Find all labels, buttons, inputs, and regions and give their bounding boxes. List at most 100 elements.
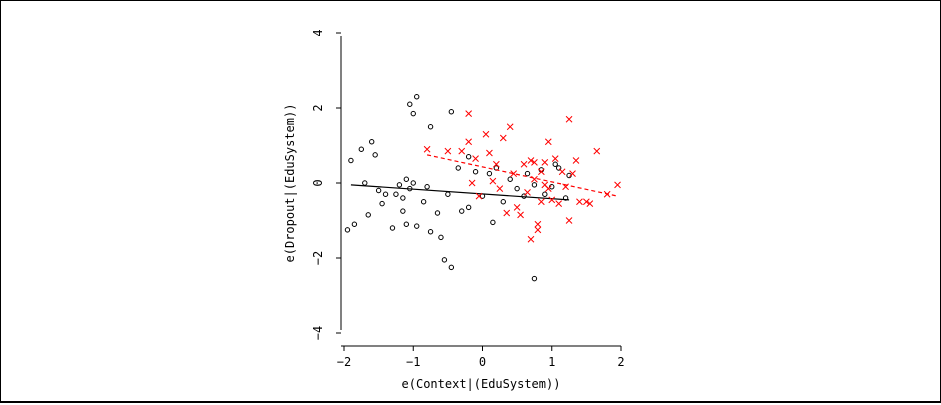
x-tick-label: −1 (406, 355, 420, 369)
data-point-x (544, 185, 552, 192)
x-tick-label: −2 (337, 355, 351, 369)
y-axis-title: e(Dropout|(EduSystem)) (283, 104, 297, 263)
data-point-circle (445, 191, 451, 197)
data-point-circle (524, 170, 531, 177)
data-point-circle (555, 165, 562, 171)
data-point-circle (420, 199, 427, 205)
data-point-x (524, 189, 531, 196)
data-point-circle (441, 257, 448, 263)
data-point-circle (500, 199, 506, 205)
y-ticks: −4 −2 0 2 4 (311, 29, 341, 340)
data-point-circle (414, 223, 420, 229)
data-point-x (465, 110, 473, 117)
plot-area (344, 94, 621, 282)
data-point-x (520, 160, 528, 168)
data-point-x (527, 235, 535, 243)
data-point-x (541, 159, 549, 166)
x-ticks: −2 −1 0 1 2 (337, 346, 625, 369)
data-point-x (423, 145, 431, 153)
data-point-circle (403, 176, 410, 182)
data-point-circle (410, 180, 416, 186)
data-point-circle (372, 152, 378, 158)
data-point-x (475, 192, 483, 200)
data-point-x (444, 147, 452, 155)
data-point-circle (414, 94, 420, 100)
y-tick-label: 2 (311, 104, 325, 111)
data-point-circle (393, 191, 399, 197)
data-point-circle (369, 139, 375, 145)
data-point-circle (351, 221, 358, 227)
data-point-circle (362, 180, 368, 186)
fit-line-1 (350, 184, 570, 201)
data-point-x (572, 157, 580, 164)
data-point-x (472, 155, 479, 162)
data-point-x (565, 217, 573, 224)
series-1 (344, 94, 572, 282)
y-tick-label: 4 (311, 29, 325, 36)
data-point-circle (472, 169, 479, 175)
data-point-x (534, 226, 542, 234)
data-point-circle (514, 185, 520, 192)
data-point-x (555, 200, 563, 207)
data-point-circle (490, 219, 496, 226)
data-point-circle (400, 208, 406, 214)
data-point-circle (410, 110, 416, 117)
data-point-circle (403, 221, 410, 227)
data-point-circle (375, 187, 382, 194)
data-point-circle (448, 264, 455, 271)
data-point-x (496, 185, 504, 192)
data-point-circle (465, 204, 472, 211)
data-point-circle (507, 176, 513, 182)
data-point-x (558, 168, 566, 176)
data-point-circle (396, 182, 403, 188)
data-point-circle (407, 101, 413, 107)
data-point-x (482, 130, 490, 138)
data-point-x (503, 209, 511, 217)
data-point-x (538, 168, 545, 176)
data-point-x (548, 196, 556, 204)
data-point-x (465, 138, 473, 146)
fit-line-2 (426, 154, 618, 197)
data-point-circle (438, 234, 444, 241)
data-point-x (489, 177, 497, 185)
data-point-x (506, 123, 514, 131)
data-point-circle (427, 229, 434, 235)
data-point-circle (552, 161, 558, 167)
data-point-x (565, 115, 573, 123)
data-point-x (499, 134, 507, 142)
data-point-circle (424, 184, 430, 190)
y-axis: −4 −2 0 2 4 e(Dropout|(EduSystem)) (283, 29, 342, 340)
x-axis-title: e(Context|(EduSystem)) (402, 377, 561, 391)
data-point-circle (382, 191, 389, 197)
data-point-x (527, 157, 535, 164)
data-point-circle (344, 227, 351, 233)
data-point-x (534, 220, 542, 228)
data-point-circle (455, 165, 461, 171)
y-tick-label: −2 (311, 251, 325, 265)
data-point-x (510, 170, 518, 177)
data-point-x (513, 204, 521, 211)
data-point-circle (531, 182, 538, 188)
data-point-x (517, 211, 524, 219)
data-point-x (486, 149, 493, 157)
data-point-x (583, 198, 590, 206)
series-2 (423, 110, 621, 243)
data-point-circle (459, 208, 465, 214)
data-point-x (569, 170, 576, 177)
data-point-x (531, 159, 538, 166)
data-point-x (593, 147, 601, 155)
data-point-circle (486, 170, 493, 177)
data-point-x (538, 198, 545, 206)
y-tick-label: 0 (311, 179, 325, 186)
data-point-circle (542, 191, 548, 197)
data-point-x (576, 198, 583, 206)
data-point-x (468, 179, 476, 187)
data-point-circle (365, 212, 371, 218)
data-point-circle (400, 195, 406, 201)
x-tick-label: 1 (548, 355, 555, 369)
data-point-circle (434, 210, 441, 216)
data-point-x (544, 138, 552, 146)
data-point-circle (379, 200, 385, 207)
x-tick-label: 2 (617, 355, 624, 369)
